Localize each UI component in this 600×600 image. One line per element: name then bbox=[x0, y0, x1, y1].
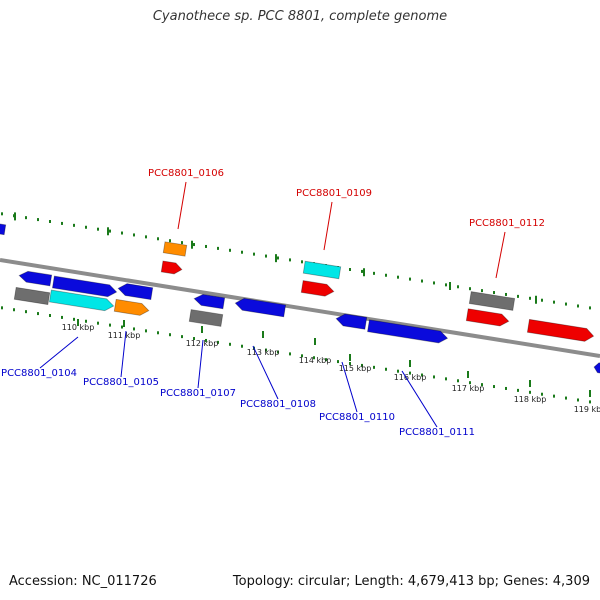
gene-feature-gray[interactable] bbox=[188, 309, 224, 327]
kbp-label: 116 kbp bbox=[394, 373, 427, 382]
gene-feature-cyan[interactable] bbox=[48, 289, 115, 312]
gene-leader-line bbox=[252, 345, 279, 400]
gene-feature-orange[interactable] bbox=[162, 241, 188, 257]
gene-leader-line bbox=[341, 361, 358, 413]
gene-feature-blue[interactable] bbox=[593, 362, 600, 375]
gene-feature-cyan[interactable] bbox=[302, 260, 342, 280]
kbp-label: 115 kbp bbox=[339, 364, 372, 373]
gene-feature-red[interactable] bbox=[526, 318, 595, 342]
gene-leader-line bbox=[323, 201, 333, 251]
gene-label-top[interactable]: PCC8801_0112 bbox=[469, 218, 545, 229]
gene-feature-gray[interactable] bbox=[13, 286, 51, 306]
gene-feature-blue[interactable] bbox=[18, 270, 53, 287]
gene-feature-blue[interactable] bbox=[234, 297, 287, 318]
gene-label-bottom[interactable]: PCC8801_0108 bbox=[240, 399, 316, 410]
gene-leader-line bbox=[177, 181, 187, 230]
genome-backbone bbox=[0, 258, 600, 358]
gene-feature-blue[interactable] bbox=[117, 282, 154, 301]
kbp-label: 114 kbp bbox=[299, 356, 332, 365]
gene-label-top[interactable]: PCC8801_0109 bbox=[296, 188, 372, 199]
gene-feature-red[interactable] bbox=[465, 308, 510, 327]
kbp-label: 113 kbp bbox=[247, 348, 280, 357]
gene-leader-line bbox=[401, 370, 438, 428]
gene-feature-blue[interactable] bbox=[335, 313, 368, 330]
gene-label-bottom[interactable]: PCC8801_0110 bbox=[319, 412, 395, 423]
gene-leader-line bbox=[120, 330, 127, 378]
gene-feature-red[interactable] bbox=[300, 280, 335, 298]
genome-summary: Topology: circular; Length: 4,679,413 bp… bbox=[232, 574, 590, 589]
kbp-label: 110 kbp bbox=[62, 323, 95, 332]
gene-label-bottom[interactable]: PCC8801_0111 bbox=[399, 427, 475, 438]
gene-feature-orange[interactable] bbox=[113, 298, 150, 316]
gene-leader-line bbox=[39, 336, 79, 369]
gene-label-bottom[interactable]: PCC8801_0107 bbox=[160, 388, 236, 399]
gene-feature-blue[interactable] bbox=[51, 275, 118, 298]
kbp-label: 112 kbp bbox=[186, 339, 219, 348]
gene-feature-blue[interactable] bbox=[193, 293, 226, 310]
accession-label: Accession: NC_011726 bbox=[9, 574, 157, 589]
gene-feature-gray[interactable] bbox=[468, 291, 516, 311]
gene-label-bottom[interactable]: PCC8801_0105 bbox=[83, 377, 159, 388]
gene-feature-blue[interactable] bbox=[367, 319, 449, 344]
gene-leader-line bbox=[197, 339, 204, 389]
kbp-label: 119 kbp bbox=[574, 405, 600, 414]
gene-feature-red[interactable] bbox=[160, 260, 183, 275]
gene-leader-line bbox=[495, 231, 506, 279]
map-title: Cyanothece sp. PCC 8801, complete genome bbox=[152, 9, 448, 24]
gene-label-top[interactable]: PCC8801_0106 bbox=[148, 168, 224, 179]
kbp-label: 118 kbp bbox=[514, 395, 547, 404]
kbp-label: 111 kbp bbox=[108, 331, 141, 340]
gene-label-bottom[interactable]: PCC8801_0104 bbox=[1, 368, 77, 379]
kbp-label: 117 kbp bbox=[452, 384, 485, 393]
gene-feature-blue[interactable] bbox=[0, 223, 7, 236]
